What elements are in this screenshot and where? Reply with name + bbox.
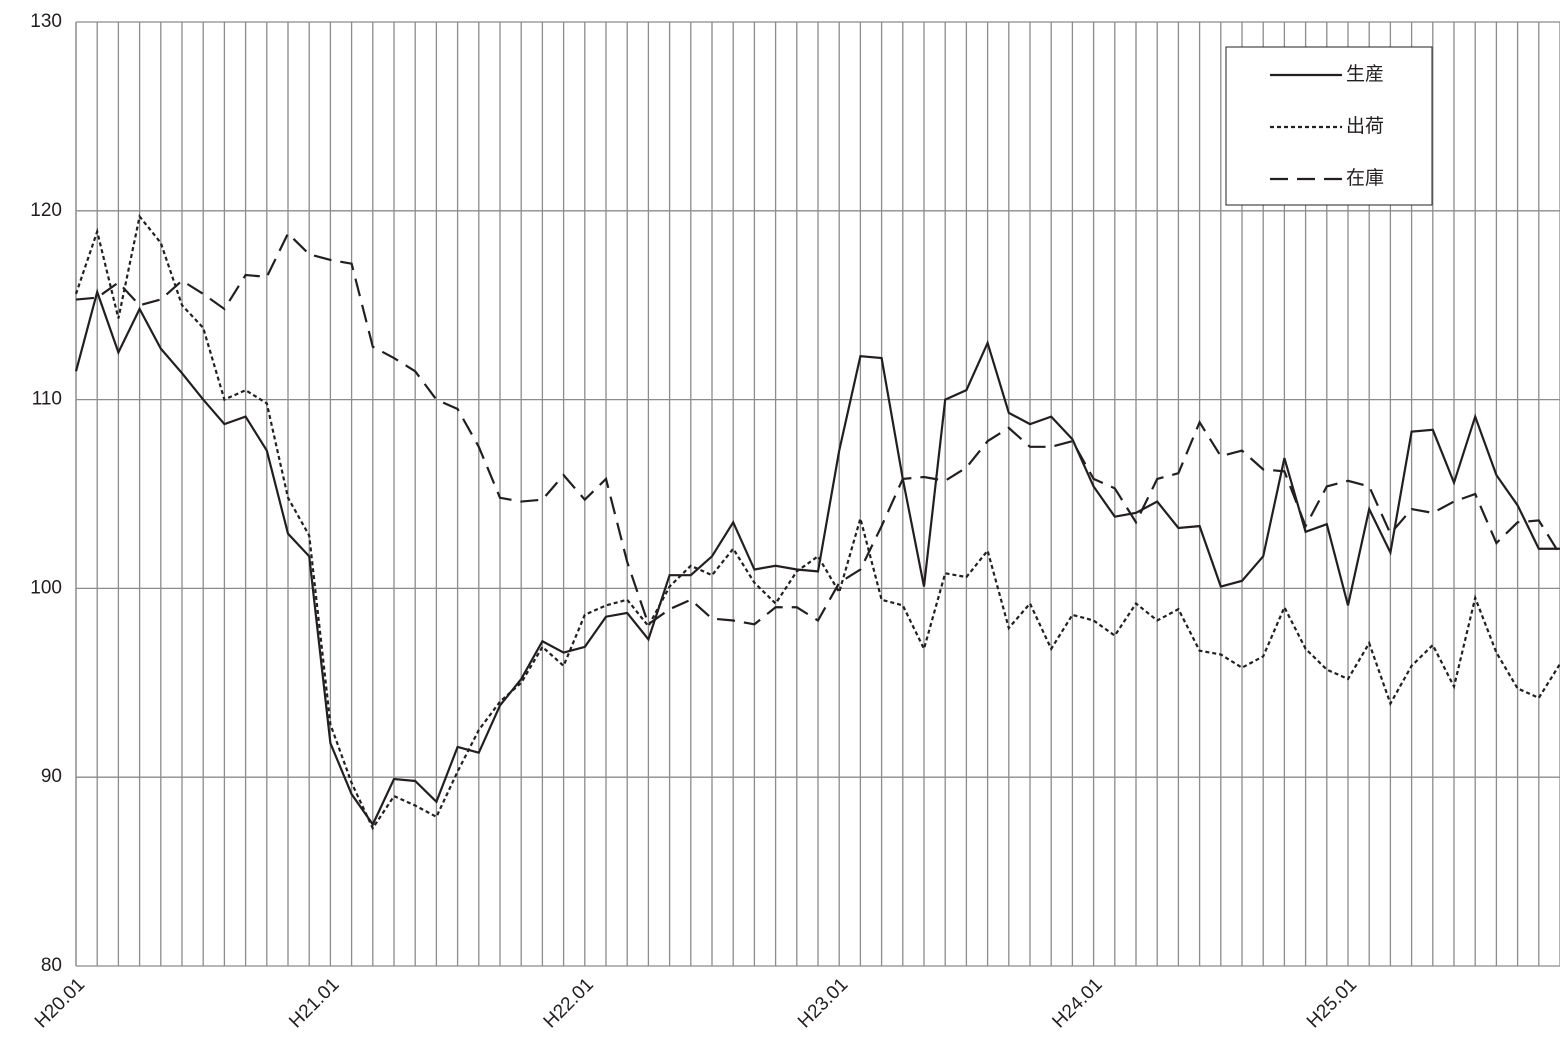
y-tick-label: 120 bbox=[30, 200, 62, 221]
y-tick-label: 80 bbox=[41, 955, 62, 976]
x-tick-label: H25.01 bbox=[1303, 974, 1361, 1032]
legend-label: 生産 bbox=[1346, 63, 1384, 85]
x-tick-label: H22.01 bbox=[540, 974, 598, 1032]
series-line bbox=[75, 231, 1560, 627]
series-line bbox=[74, 213, 1560, 831]
x-tick-label: H24.01 bbox=[1049, 974, 1107, 1032]
x-tick-label: H21.01 bbox=[285, 974, 343, 1032]
y-tick-label: 110 bbox=[32, 389, 62, 410]
x-tick-label: H23.01 bbox=[794, 974, 852, 1032]
series-line bbox=[74, 288, 1560, 827]
x-tick-label: H20.01 bbox=[31, 974, 89, 1032]
y-tick-label: 130 bbox=[30, 11, 62, 32]
legend-label: 出荷 bbox=[1346, 115, 1384, 137]
legend-label: 在庫 bbox=[1346, 167, 1384, 189]
y-tick-label: 100 bbox=[30, 577, 62, 598]
y-tick-label: 90 bbox=[41, 766, 62, 787]
